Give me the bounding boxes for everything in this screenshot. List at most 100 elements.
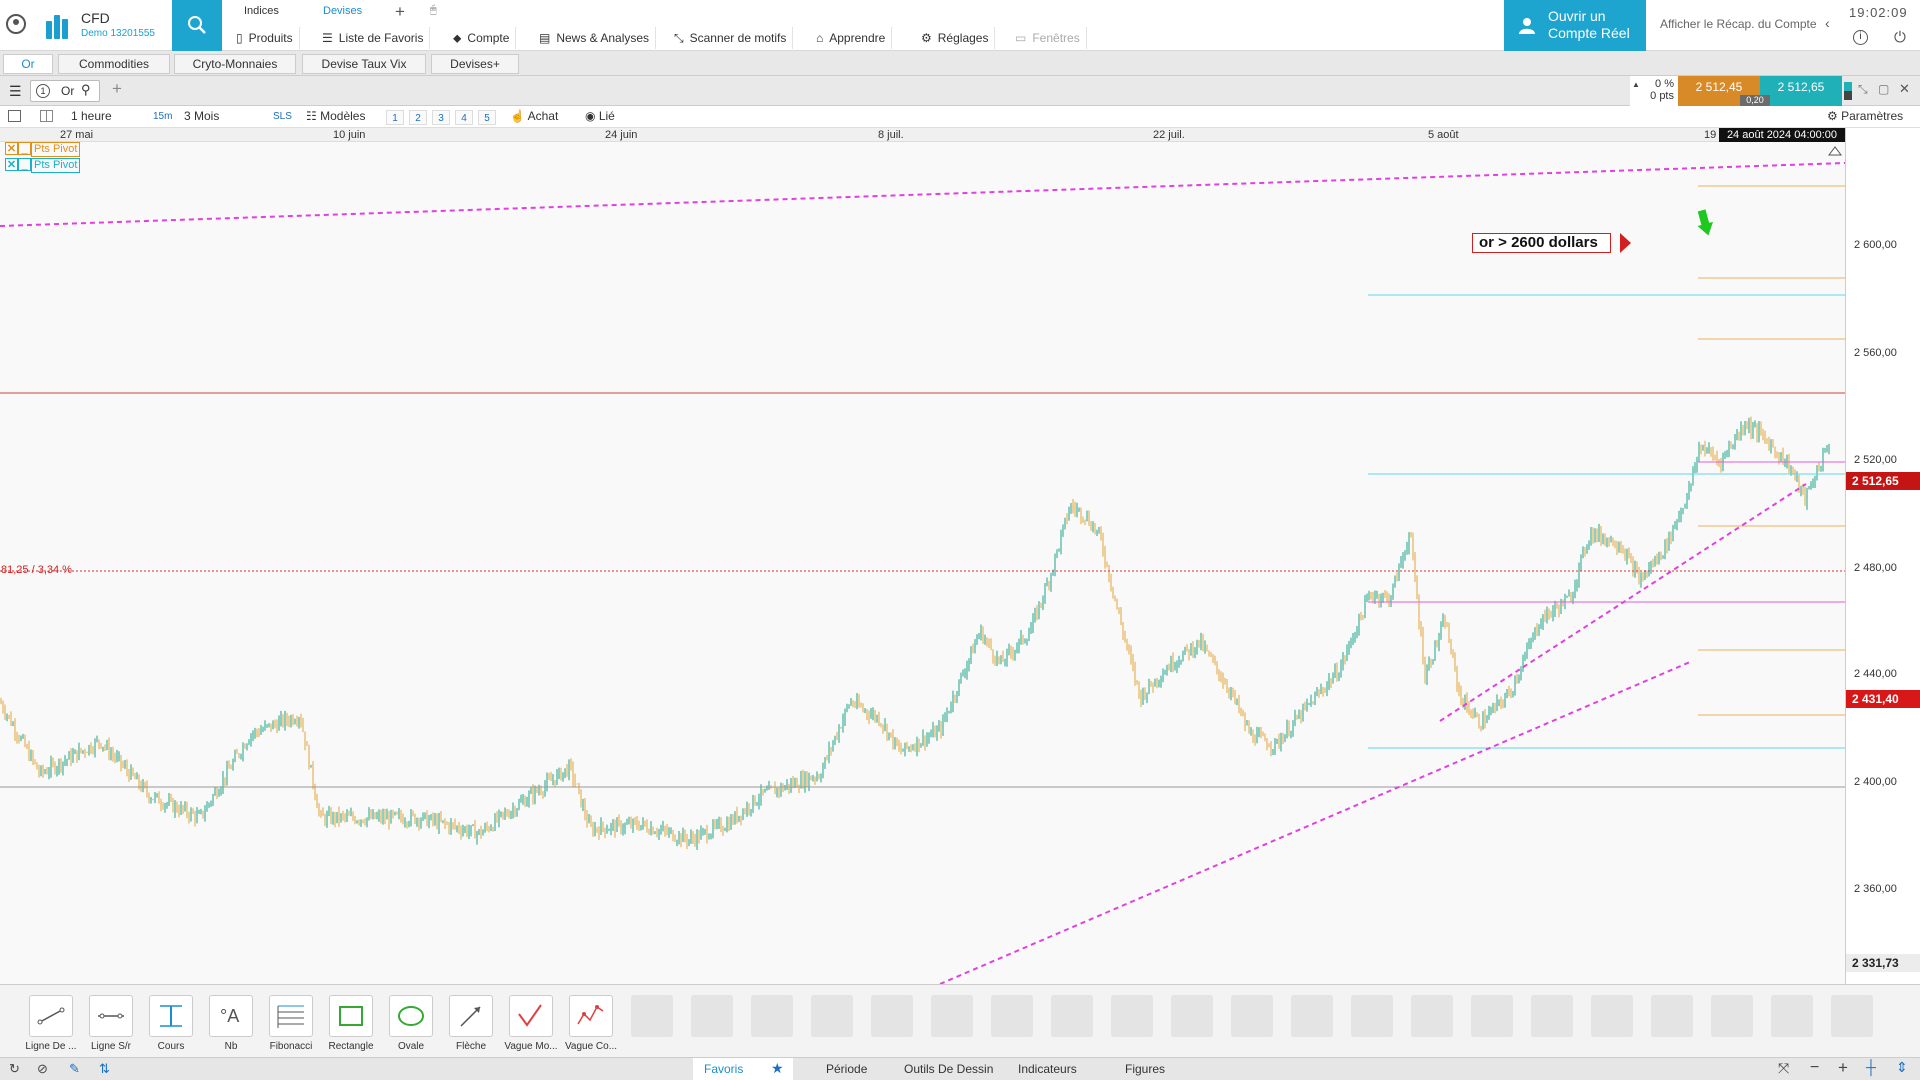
maximize-icon[interactable]: ▢: [1878, 82, 1890, 96]
account-summary-link[interactable]: Afficher le Récap. du Compte: [1660, 17, 1817, 31]
menu-reglages[interactable]: ⚙ Réglages: [915, 27, 996, 49]
wave-icon: [518, 1004, 542, 1027]
preset-5[interactable]: 5: [478, 110, 496, 125]
empty-tool-slot: [1051, 995, 1093, 1037]
close-icon[interactable]: ✕: [5, 158, 18, 171]
tool-rectangle[interactable]: [329, 995, 373, 1037]
tab-outils-dessin[interactable]: Outils De Dessin: [904, 1062, 994, 1076]
link-button[interactable]: ◉ Lié: [585, 109, 615, 123]
tool-arrow[interactable]: [449, 995, 493, 1037]
pencil-icon[interactable]: ✎: [69, 1061, 80, 1076]
tool-label: Ligne S/r: [90, 1041, 132, 1052]
preset-3[interactable]: 3: [432, 110, 450, 125]
menu-produits[interactable]: ▯ Produits: [230, 27, 300, 49]
tool-oval[interactable]: [389, 995, 433, 1037]
shrink-icon[interactable]: ⤡: [1858, 82, 1868, 96]
tab-figures[interactable]: Figures: [1125, 1062, 1166, 1076]
layout-icon[interactable]: [40, 110, 53, 122]
tab-indices[interactable]: Indices: [244, 5, 279, 17]
chevron-left-icon[interactable]: ‹: [1825, 15, 1830, 31]
open-real-account-button[interactable]: Ouvrir un Compte Réel: [1504, 0, 1646, 51]
preset-4[interactable]: 4: [455, 110, 473, 125]
price-label: 2 560,00: [1854, 347, 1897, 359]
price-chart[interactable]: ✕ _ Pts Pivot ✕ _ Pts Pivot or > 2600 dollar…: [0, 142, 1845, 984]
minimize-icon[interactable]: _: [18, 142, 31, 155]
zoom-in-icon[interactable]: +: [1838, 1058, 1848, 1077]
quick-tf-15m[interactable]: 15m: [153, 111, 173, 122]
tab-devise-taux[interactable]: Devise Taux Vix: [302, 54, 426, 74]
tool-line[interactable]: [29, 995, 73, 1037]
tab-indicateurs[interactable]: Indicateurs: [1018, 1062, 1077, 1076]
fibonacci-icon: [277, 1005, 304, 1028]
instrument-selector[interactable]: 1 Or ⚲: [30, 80, 100, 102]
hand-icon: ☝: [510, 109, 528, 123]
tab-crypto[interactable]: Cryto-Monnaies: [174, 54, 296, 74]
minimize-icon[interactable]: _: [18, 158, 31, 171]
menu-fenetres[interactable]: ▭ Fenêtres: [1009, 27, 1087, 49]
date-label: 22 juil.: [1153, 129, 1185, 141]
text-tool-icon: °A: [220, 1006, 240, 1026]
add-chart-icon[interactable]: +: [112, 79, 122, 98]
close-icon[interactable]: ✕: [1899, 81, 1910, 96]
search-button[interactable]: [172, 0, 222, 51]
magnet-icon[interactable]: ⇅: [99, 1061, 110, 1076]
tool-fibonacci[interactable]: [269, 995, 313, 1037]
tab-favoris[interactable]: Favoris: [704, 1062, 744, 1076]
menu-scanner[interactable]: ⤡ Scanner de motifs: [668, 27, 794, 49]
models-button[interactable]: ☷ Modèles: [306, 109, 366, 123]
trendline-short[interactable]: [1439, 483, 1807, 722]
star-icon[interactable]: ★: [771, 1060, 784, 1076]
trendline-long[interactable]: [939, 661, 1691, 984]
tab-commodities[interactable]: Commodities: [58, 54, 170, 74]
preset-2[interactable]: 2: [409, 110, 427, 125]
chart-canvas[interactable]: [0, 142, 1845, 984]
tool-wave-co[interactable]: [569, 995, 613, 1037]
zoom-fit-icon[interactable]: ⤧: [1778, 1060, 1790, 1076]
pivot-legend-2[interactable]: ✕ _ Pts Pivot: [5, 158, 81, 173]
price-axis[interactable]: 2 600,00 2 560,00 2 520,00 2 480,00 2 44…: [1845, 128, 1920, 984]
vertical-fit-icon[interactable]: ⇕: [1896, 1059, 1908, 1075]
pivot-legend-1[interactable]: ✕ _ Pts Pivot: [5, 142, 81, 157]
panel-icon[interactable]: [8, 110, 21, 122]
range-selector[interactable]: 3 Mois: [184, 109, 220, 123]
tab-devises-plus[interactable]: Devises+: [431, 54, 519, 74]
tool-wave-mo[interactable]: [509, 995, 553, 1037]
sls-button[interactable]: SLS: [273, 111, 292, 122]
tool-sr-line[interactable]: [89, 995, 133, 1037]
preset-1[interactable]: 1: [386, 110, 404, 125]
resistance-dashed-line[interactable]: [0, 162, 1845, 227]
menu-compte[interactable]: ⬥ Compte: [447, 27, 517, 49]
tab-devises[interactable]: Devises: [323, 5, 363, 17]
menu-icon[interactable]: ☰: [9, 83, 22, 99]
info-icon[interactable]: i: [1853, 30, 1868, 45]
tool-price[interactable]: [149, 995, 193, 1037]
price-target-callout[interactable]: or > 2600 dollars: [1472, 233, 1611, 253]
bottom-status-bar: ↻ ⊘ ✎ ⇅ Favoris ★ Période Outils De Dess…: [0, 1057, 1920, 1080]
crosshair-icon[interactable]: ┼: [1866, 1059, 1876, 1075]
refresh-icon[interactable]: ↻: [9, 1061, 20, 1076]
date-label: 8 juil.: [878, 129, 904, 141]
tool-text[interactable]: °A: [209, 995, 253, 1037]
close-icon[interactable]: ✕: [5, 142, 18, 155]
tab-or[interactable]: Or: [3, 54, 53, 74]
price-label: 2 440,00: [1854, 668, 1897, 680]
user-icon[interactable]: [6, 14, 26, 34]
zoom-out-icon[interactable]: −: [1810, 1059, 1820, 1076]
empty-tool-slot: [1591, 995, 1633, 1037]
empty-tool-slot: [811, 995, 853, 1037]
settings-button[interactable]: ⚙ Paramètres: [1827, 109, 1904, 123]
book-icon: ▯: [236, 31, 243, 45]
tab-periode[interactable]: Période: [826, 1062, 868, 1076]
ask-price-button[interactable]: 2 512,65: [1760, 76, 1842, 106]
block-icon[interactable]: ⊘: [37, 1061, 48, 1076]
power-icon[interactable]: ⏻: [1894, 29, 1906, 46]
buy-button[interactable]: ☝ Achat: [510, 109, 559, 123]
add-tab-icon[interactable]: +: [395, 2, 405, 21]
brand-name: CFD: [81, 10, 110, 26]
mouse-icon[interactable]: 🖱: [430, 4, 437, 16]
menu-apprendre[interactable]: ⌂ Apprendre: [810, 27, 893, 49]
menu-favoris[interactable]: ☰ Liste de Favoris: [316, 27, 431, 49]
scroll-marker-icon[interactable]: [1828, 146, 1842, 156]
menu-news[interactable]: ▤ News & Analyses: [533, 27, 657, 49]
timeframe-selector[interactable]: 1 heure: [71, 109, 112, 123]
